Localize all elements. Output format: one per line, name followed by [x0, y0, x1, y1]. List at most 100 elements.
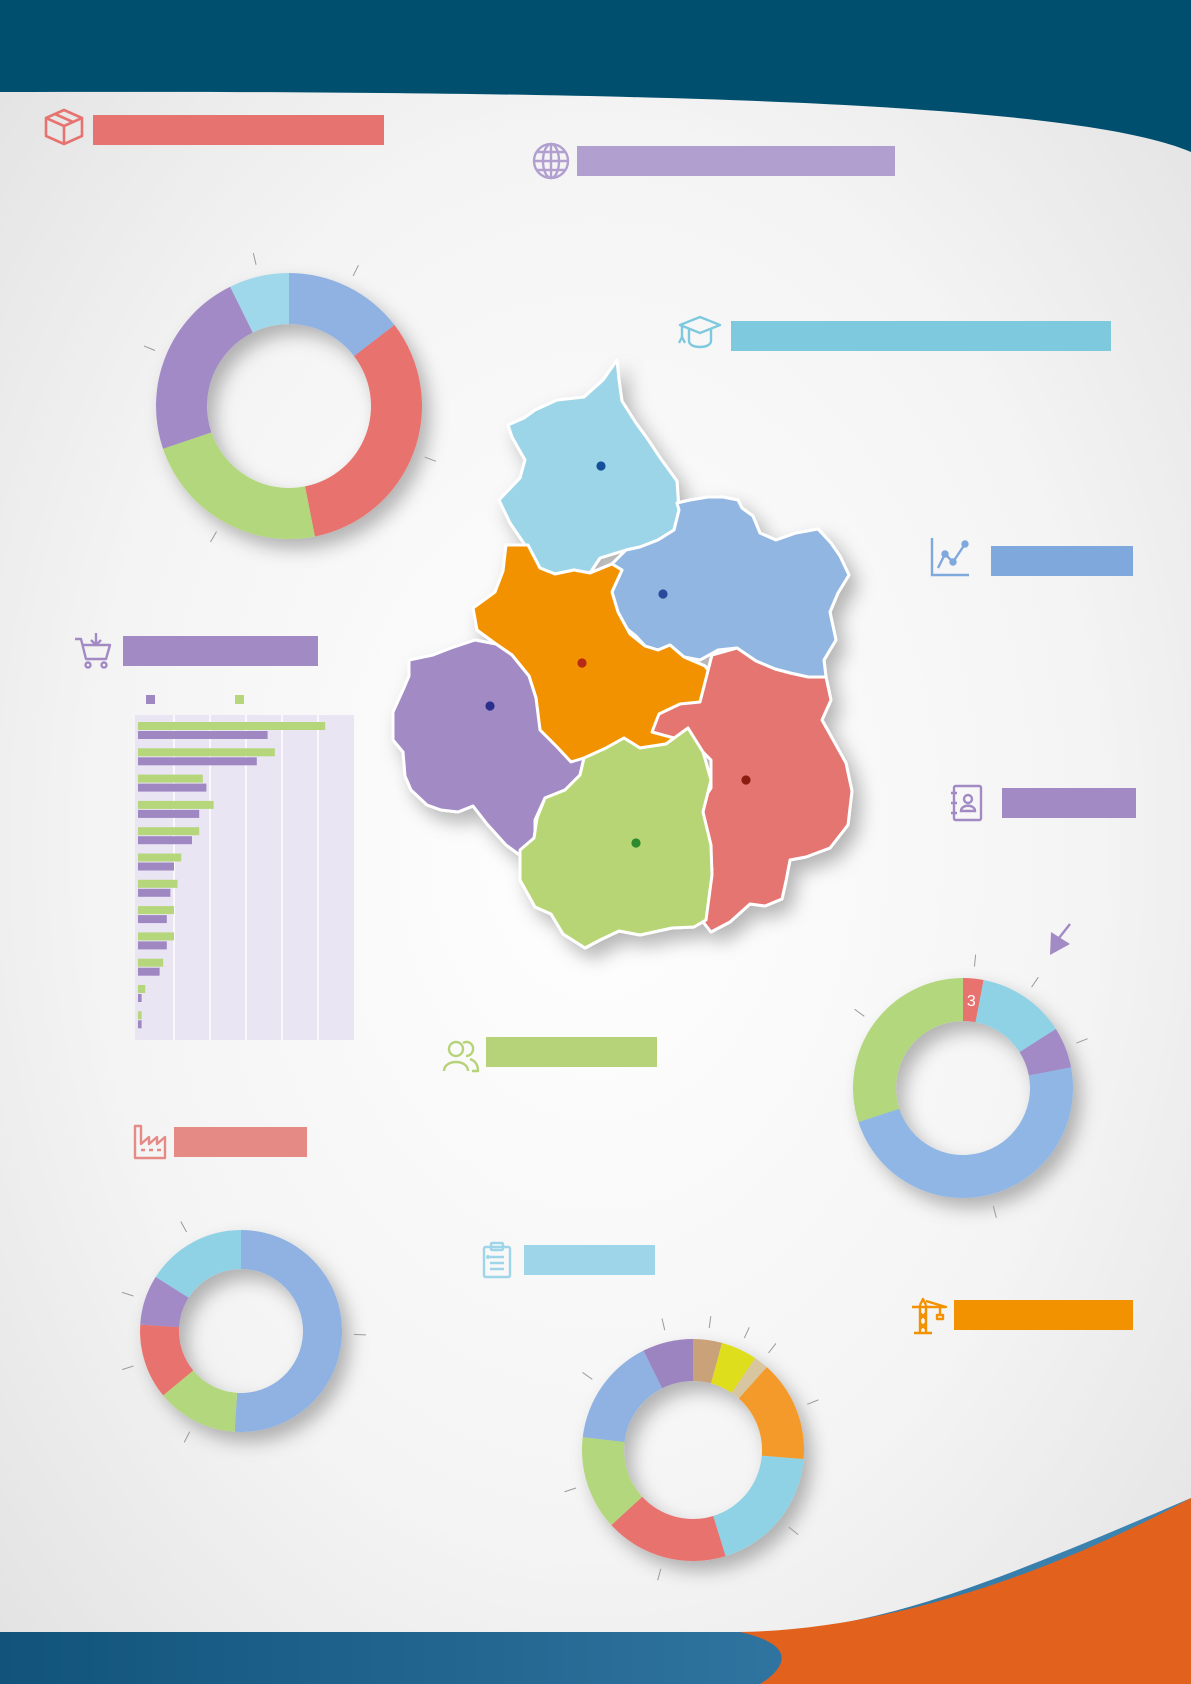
- donut3-leader-3: [807, 1399, 819, 1405]
- donut0-leader-2: [210, 531, 217, 543]
- donut1-leader-0: [973, 954, 977, 967]
- donut1-slice-label-0: 3: [967, 993, 976, 1010]
- donut1-slice-3: [858, 1067, 1073, 1198]
- donut1-leader-4: [854, 1008, 865, 1017]
- donut1-slice-4: [853, 978, 963, 1122]
- title-bar-factory: [174, 1127, 307, 1157]
- bar-s0-9: [138, 958, 164, 967]
- donut3-slice-0: [693, 1339, 723, 1384]
- donut3-slice-5: [611, 1496, 726, 1561]
- footer-orange-wave: [740, 1498, 1191, 1684]
- bar-s0-0: [138, 722, 326, 730]
- donut2-leader-4: [180, 1221, 187, 1233]
- legend-swatch-purple: [146, 695, 155, 704]
- bar-s0-8: [138, 932, 174, 941]
- donut1-leader-3: [992, 1206, 997, 1218]
- donut3-leader-5: [657, 1568, 662, 1581]
- title-bar-cart: [123, 636, 318, 666]
- shopping-cart-icon: [75, 633, 112, 669]
- donut3-slice-3: [738, 1367, 804, 1460]
- donut0-slice-0: [289, 273, 395, 357]
- map-marker-west: [485, 701, 495, 711]
- title-bar-globe: [577, 146, 895, 176]
- donut3-leader-8: [661, 1318, 666, 1331]
- donut3-slice-7: [582, 1350, 663, 1443]
- donut-chart-right: 3: [853, 954, 1088, 1218]
- globe-icon: [532, 142, 570, 180]
- people-icon: [442, 1040, 480, 1073]
- donut2-slice-0: [234, 1230, 343, 1432]
- donut1-leader-1: [1031, 976, 1039, 988]
- donut1-slice-2: [1019, 1029, 1072, 1076]
- donut0-leader-0: [352, 264, 359, 277]
- donut-chart-top-left: [143, 252, 437, 543]
- donut2-leader-2: [121, 1365, 134, 1371]
- address-book-icon: [951, 784, 983, 822]
- donut-chart-bottom-left: [121, 1221, 366, 1443]
- bar-s0-6: [138, 879, 178, 888]
- bar-s1-10: [138, 994, 142, 1002]
- donut0-leader-4: [252, 252, 257, 265]
- bar-s1-7: [138, 915, 167, 924]
- title-bar-education: [731, 321, 1111, 351]
- donut2-leader-3: [121, 1291, 134, 1297]
- bar-s1-1: [138, 757, 257, 766]
- donut0-slice-1: [304, 325, 422, 537]
- bar-s1-4: [138, 836, 192, 845]
- donut2-slice-4: [155, 1230, 241, 1298]
- donut0-leader-3: [143, 345, 156, 351]
- bar-s1-0: [138, 731, 268, 739]
- donut3-slice-6: [582, 1437, 643, 1526]
- donut-chart-bottom-center: [564, 1316, 819, 1581]
- graduation-cap-icon: [677, 315, 722, 349]
- bar-s1-11: [138, 1020, 142, 1029]
- title-bar-clipboard: [524, 1245, 655, 1275]
- donut3-leader-2: [768, 1343, 777, 1354]
- title-bar-crane: [954, 1300, 1133, 1330]
- donut2-slice-3: [140, 1276, 189, 1328]
- arrow-pointer-icon: [1050, 923, 1071, 955]
- title-bar-trend: [991, 546, 1133, 576]
- bar-chart: [135, 695, 354, 1040]
- bar-s1-6: [138, 888, 171, 897]
- map-marker-south: [631, 838, 641, 848]
- donut0-slice-2: [163, 432, 315, 539]
- legend-swatch-green: [235, 695, 244, 704]
- bar-s1-8: [138, 941, 167, 950]
- bar-s0-5: [138, 853, 182, 862]
- bar-s1-5: [138, 862, 174, 871]
- bar-s1-2: [138, 783, 207, 792]
- donut3-leader-4: [788, 1526, 799, 1536]
- bar-s0-7: [138, 906, 174, 915]
- donut3-slice-8: [643, 1339, 693, 1389]
- donut2-slice-1: [163, 1370, 238, 1432]
- bar-s0-10: [138, 985, 146, 993]
- crane-icon: [912, 1297, 948, 1335]
- donut3-slice-1: [711, 1342, 756, 1393]
- donut3-leader-0: [708, 1316, 712, 1329]
- title-bar-contacts: [1002, 788, 1136, 818]
- donut1-leader-2: [1076, 1038, 1088, 1044]
- bar-s0-2: [138, 774, 203, 783]
- map-marker-center: [577, 658, 587, 668]
- donut0-slice-4: [230, 273, 289, 333]
- map-marker-south-east: [741, 775, 751, 785]
- bar-s0-1: [138, 748, 275, 757]
- donut3-leader-6: [564, 1487, 577, 1493]
- map-marker-north: [596, 461, 606, 471]
- bar-s1-9: [138, 967, 160, 976]
- donut2-leader-1: [183, 1431, 191, 1443]
- bar-s0-4: [138, 827, 200, 836]
- bar-s0-3: [138, 800, 214, 809]
- box-icon: [44, 108, 84, 146]
- donut3-slice-4: [713, 1455, 804, 1557]
- donut0-slice-3: [155, 286, 253, 449]
- donut3-leader-7: [582, 1372, 593, 1380]
- donut1-slice-0: [963, 978, 984, 1023]
- bar-s1-3: [138, 809, 200, 818]
- donut3-leader-1: [743, 1327, 750, 1339]
- header-band: [0, 0, 1191, 152]
- donut1-slice-1: [975, 979, 1056, 1053]
